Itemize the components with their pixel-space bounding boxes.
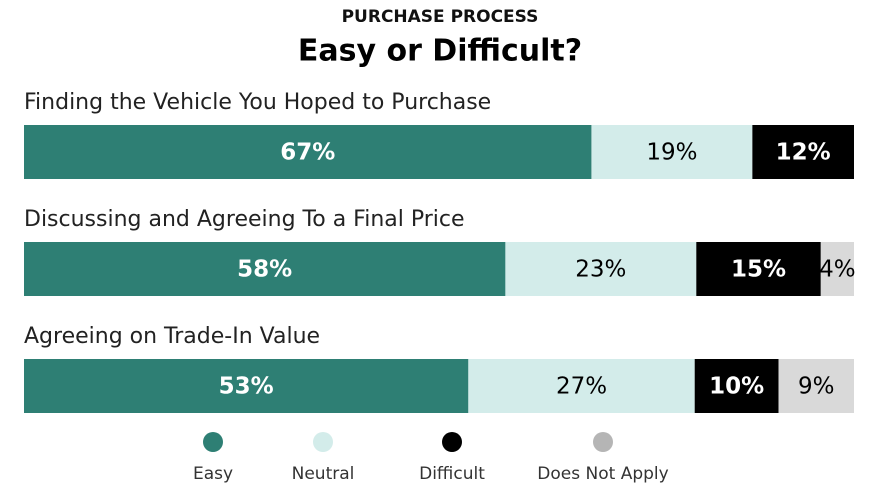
legend-label: Neutral [292, 464, 355, 484]
bar-segment [820, 242, 854, 296]
bar-segment [778, 359, 854, 413]
bar-segment [696, 242, 821, 296]
value-label: 15% [731, 257, 786, 283]
bar-segment [752, 125, 854, 179]
bar-segment [24, 125, 592, 179]
legend-marker [203, 432, 223, 452]
value-label: 19% [646, 140, 697, 166]
legend-label: Easy [193, 464, 233, 484]
category-label: Finding the Vehicle You Hoped to Purchas… [24, 90, 491, 115]
value-label: 9% [798, 374, 835, 400]
legend-marker [442, 432, 462, 452]
legend-label: Difficult [419, 464, 485, 484]
chart-subtitle: PURCHASE PROCESS [342, 7, 539, 27]
value-label: 23% [575, 257, 626, 283]
bar-segment [24, 242, 506, 296]
value-label: 58% [237, 257, 292, 283]
bar-segment [505, 242, 697, 296]
value-label: 67% [280, 140, 335, 166]
value-label: 12% [776, 140, 831, 166]
bar-segment [468, 359, 695, 413]
value-label: 4% [819, 257, 856, 283]
legend-marker [593, 432, 613, 452]
bar-segment [24, 359, 469, 413]
value-label: 27% [556, 374, 607, 400]
category-label: Agreeing on Trade-In Value [24, 324, 320, 349]
category-label: Discussing and Agreeing To a Final Price [24, 207, 465, 232]
value-label: 10% [709, 374, 764, 400]
bar-segment [591, 125, 753, 179]
chart-title: Easy or Difficult? [298, 34, 582, 69]
legend-marker [313, 432, 333, 452]
legend-label: Does Not Apply [537, 464, 668, 484]
bar-segment [694, 359, 779, 413]
value-label: 53% [219, 374, 274, 400]
